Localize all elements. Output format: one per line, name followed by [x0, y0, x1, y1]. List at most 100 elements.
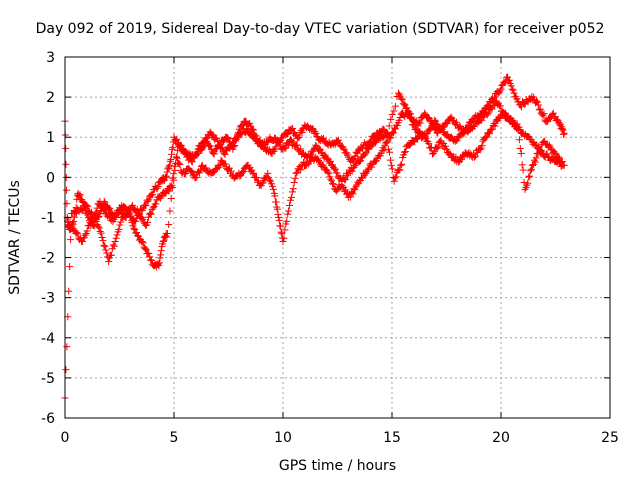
point-track-b-interp	[476, 145, 484, 153]
point-track-c-interp	[65, 287, 73, 295]
point-track-b	[364, 165, 372, 173]
point-track-b-interp	[74, 230, 82, 238]
point-track-b-interp	[250, 169, 258, 177]
point-track-a-interp	[509, 86, 517, 94]
point-track-b-interp	[100, 241, 108, 249]
point-track-a	[288, 125, 296, 133]
point-track-a-interp	[163, 172, 171, 180]
point-track-b-interp	[284, 210, 292, 218]
point-track-b-interp	[154, 260, 162, 268]
point-track-a-interp	[62, 160, 70, 168]
point-track-c-interp	[84, 203, 92, 211]
point-track-c-interp	[293, 141, 301, 149]
point-track-b-interp	[471, 153, 479, 161]
point-track-b-interp	[130, 224, 138, 232]
point-track-c	[83, 201, 91, 209]
point-track-b-interp	[329, 180, 337, 188]
point-track-b-interp	[117, 218, 125, 226]
point-track-b-interp	[138, 238, 146, 246]
point-track-a	[536, 105, 544, 113]
point-track-b-interp	[155, 259, 163, 267]
x-tick-label: 20	[492, 430, 510, 446]
point-track-c-interp	[403, 104, 411, 112]
point-track-b-interp	[398, 160, 406, 168]
point-track-b-interp	[524, 179, 532, 187]
point-track-b-interp	[273, 205, 281, 213]
point-track-b-interp	[532, 154, 540, 162]
point-track-b-interp	[271, 192, 279, 200]
point-track-a-interp	[540, 110, 548, 118]
point-track-b-interp	[281, 226, 289, 234]
point-track-c-interp	[406, 109, 414, 117]
point-track-c-interp	[67, 236, 75, 244]
point-track-a-interp	[141, 201, 149, 209]
point-track-b-interp	[290, 179, 298, 187]
point-track-a-interp	[396, 113, 404, 121]
point-track-c-interp	[388, 111, 396, 119]
point-track-a-interp	[505, 76, 513, 84]
point-track-b-interp	[258, 179, 266, 187]
point-track-c-interp	[100, 206, 108, 214]
point-track-b-interp	[268, 182, 276, 190]
point-track-b	[528, 165, 536, 173]
point-track-a-interp	[106, 204, 114, 212]
y-tick-label: 0	[46, 170, 55, 186]
point-track-c-interp	[285, 140, 293, 148]
y-axis-label: SDTVAR / TECUs	[7, 180, 23, 295]
point-track-b-interp	[280, 234, 288, 242]
point-track-b	[292, 169, 300, 177]
point-track-c-interp	[63, 343, 71, 351]
point-track-c-interp	[146, 209, 154, 217]
point-track-a	[166, 161, 174, 169]
point-track-a-interp	[390, 129, 398, 137]
y-tick-label: -1	[41, 210, 55, 226]
point-track-a	[248, 125, 256, 133]
point-track-c	[135, 209, 143, 217]
point-track-c-interp	[149, 204, 157, 212]
point-track-b-interp	[285, 207, 293, 215]
point-track-b-interp	[145, 249, 153, 257]
y-tick-label: -2	[41, 251, 55, 267]
point-track-b-interp	[277, 222, 285, 230]
point-track-c-interp	[78, 207, 86, 215]
point-track-c	[96, 197, 104, 205]
point-track-b	[98, 234, 106, 241]
point-track-b-interp	[128, 218, 136, 226]
point-track-a-interp	[164, 163, 172, 171]
point-track-c-interp	[92, 208, 100, 216]
point-track-b-interp	[94, 223, 102, 231]
point-track-c-interp	[282, 144, 290, 152]
point-track-b	[384, 137, 392, 145]
point-track-c-interp	[356, 158, 364, 166]
point-track-b-interp	[107, 251, 115, 259]
point-track-c-interp	[66, 263, 74, 271]
point-track-c-interp	[398, 95, 406, 103]
point-track-a-interp	[295, 133, 303, 141]
point-track-a-interp	[145, 196, 153, 204]
point-track-b-interp	[109, 241, 117, 249]
point-track-b-interp	[163, 233, 171, 241]
point-track-b	[521, 185, 529, 193]
point-track-a	[497, 85, 505, 93]
point-track-c-interp	[397, 95, 405, 103]
point-track-c-interp	[488, 105, 496, 113]
point-track-b-interp	[275, 217, 283, 225]
point-track-b-interp	[97, 229, 105, 237]
point-track-a-interp	[154, 182, 162, 190]
point-track-b-interp	[227, 167, 235, 175]
point-track-b-interp	[88, 219, 96, 227]
point-track-b-interp	[380, 146, 388, 154]
point-track-b-interp	[103, 249, 111, 257]
point-track-a-interp	[559, 126, 567, 134]
point-track-b-interp	[113, 231, 121, 239]
point-track-a-interp	[501, 79, 509, 87]
point-track-a-interp	[75, 192, 83, 200]
point-track-b-interp	[324, 168, 332, 176]
point-track-b-interp	[383, 138, 391, 146]
point-track-a-interp	[496, 87, 504, 95]
point-track-b-interp	[527, 167, 535, 175]
point-track-b	[279, 238, 287, 246]
point-track-c-interp	[407, 110, 415, 118]
point-track-b-interp	[160, 237, 168, 245]
point-track-b-interp	[278, 230, 286, 238]
